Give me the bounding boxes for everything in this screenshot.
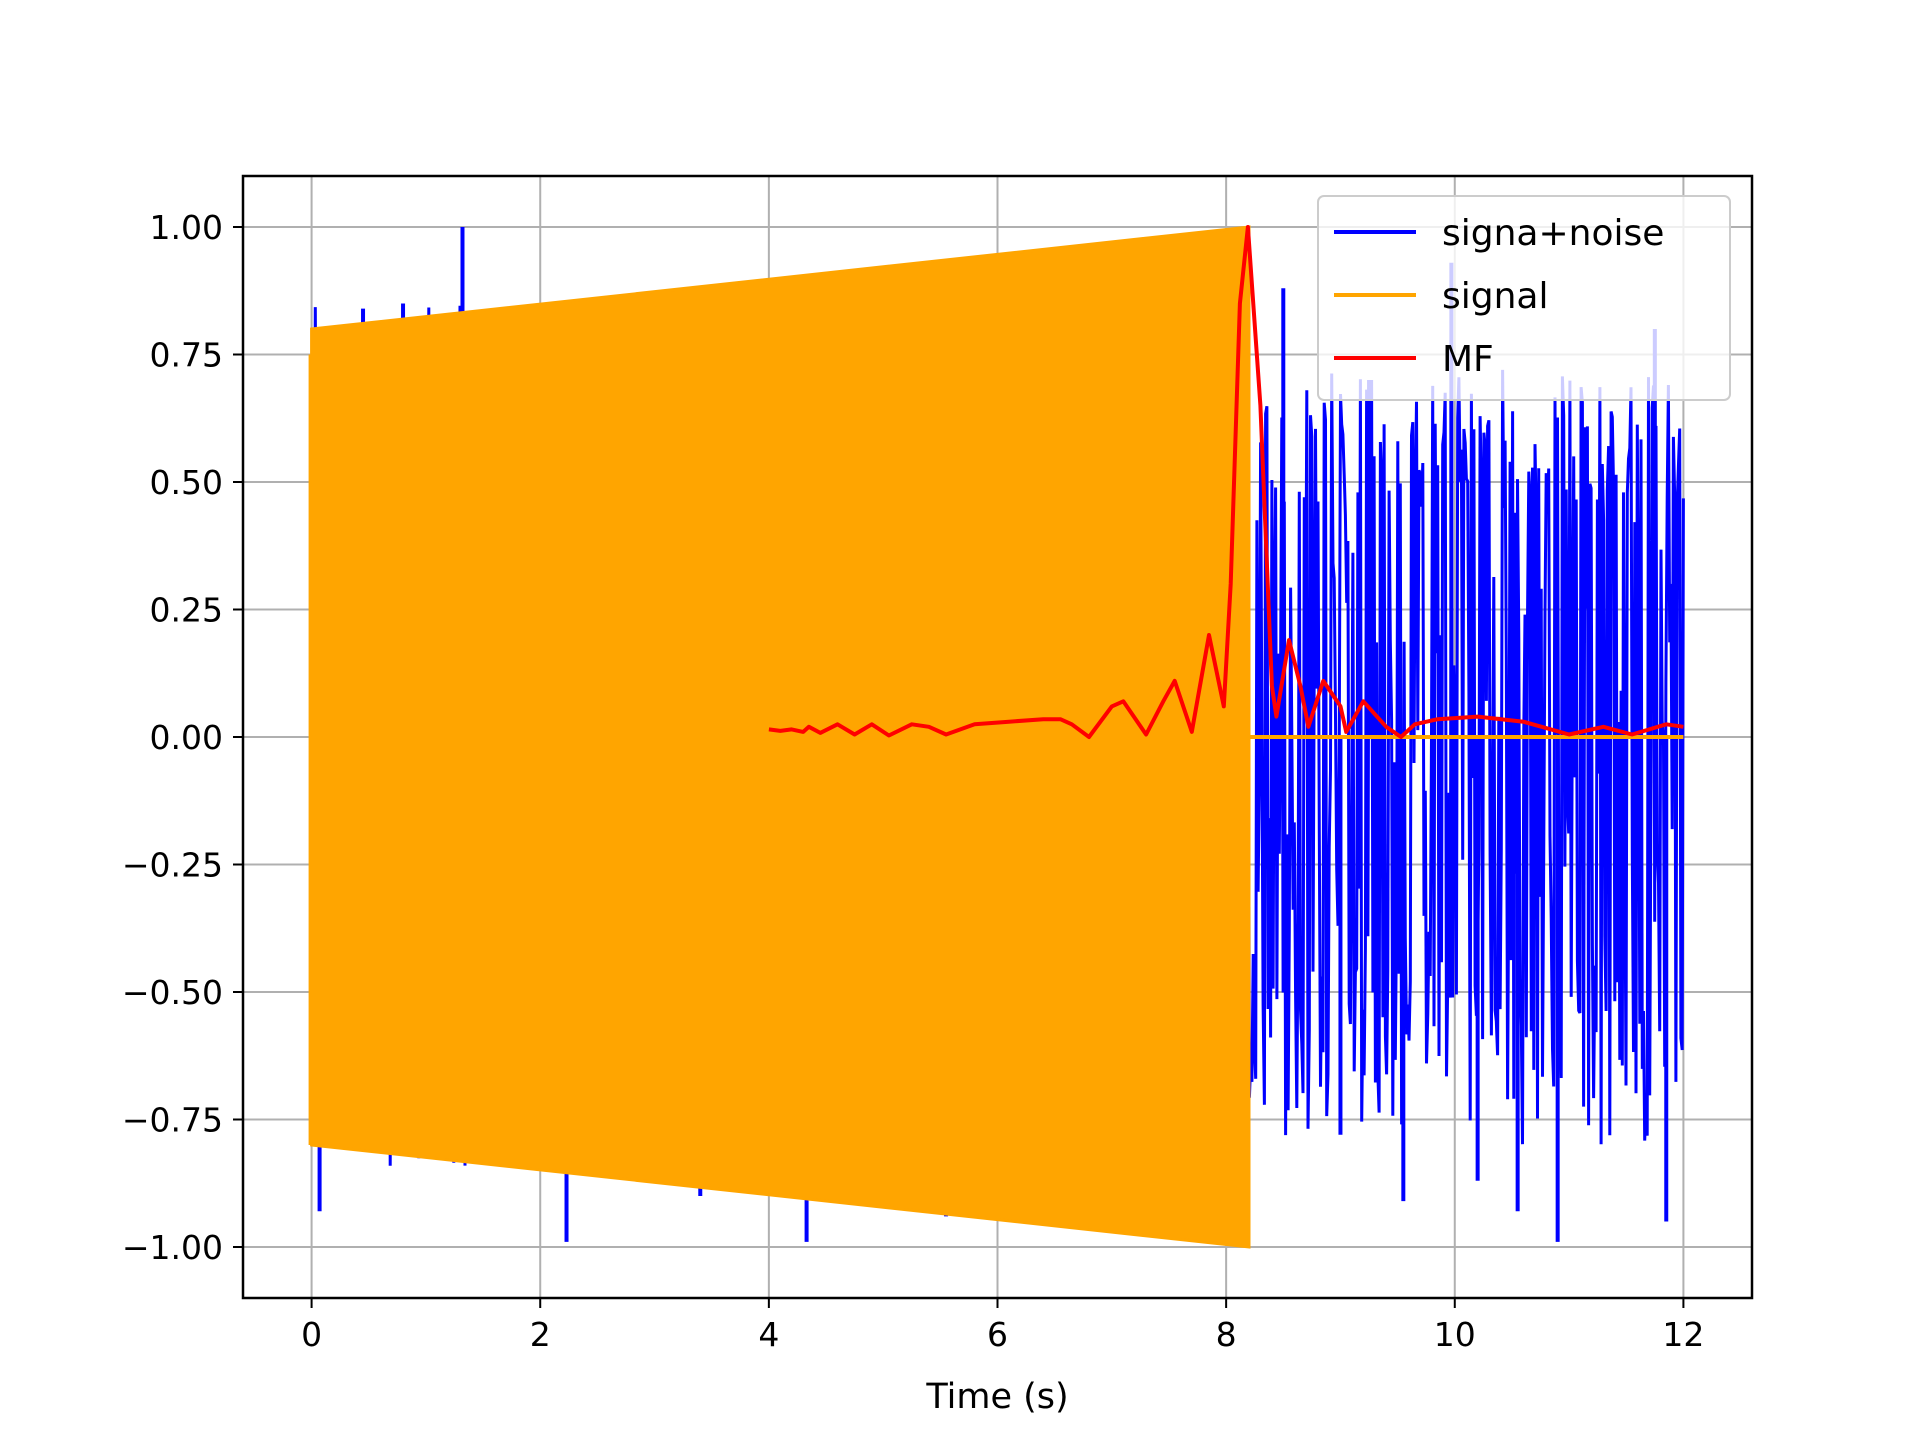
legend: signa+noise signal MF (1317, 195, 1731, 401)
mf-line (768, 225, 1684, 739)
x-tick-label: 10 (1434, 1315, 1476, 1354)
x-tick-label: 12 (1662, 1315, 1704, 1354)
plot-area (243, 176, 1752, 1298)
y-tick-label: −0.75 (122, 1101, 223, 1140)
x-tick-label: 8 (1216, 1315, 1237, 1354)
x-tick-label: 2 (530, 1315, 551, 1354)
x-tick-label: 4 (758, 1315, 779, 1354)
legend-box (1317, 195, 1731, 401)
signal-envelope (310, 225, 1251, 1249)
y-tick-label: −0.25 (122, 846, 223, 885)
axes: 0 2 4 6 8 10 12 1.00 0.75 0.50 0.25 0.00 −0.25 −0.50 −… (122, 174, 1754, 1417)
y-tick-label: 0.50 (150, 463, 223, 502)
legend-label: MF (1442, 339, 1494, 380)
legend-label: signa+noise (1442, 213, 1664, 254)
y-tick-label: −0.50 (122, 973, 223, 1012)
y-tick-label: 0.25 (150, 591, 223, 630)
x-axis-label: Time (s) (925, 1377, 1068, 1417)
y-tick-label: 0.75 (150, 336, 223, 375)
y-tick-label: 0.00 (150, 718, 223, 757)
x-tick-label: 0 (301, 1315, 322, 1354)
legend-label: signal (1442, 276, 1549, 317)
x-tick-label: 6 (987, 1315, 1008, 1354)
y-tick-label: −1.00 (122, 1228, 223, 1267)
y-tick-label: 1.00 (150, 208, 223, 247)
data-series (308, 225, 1685, 1249)
